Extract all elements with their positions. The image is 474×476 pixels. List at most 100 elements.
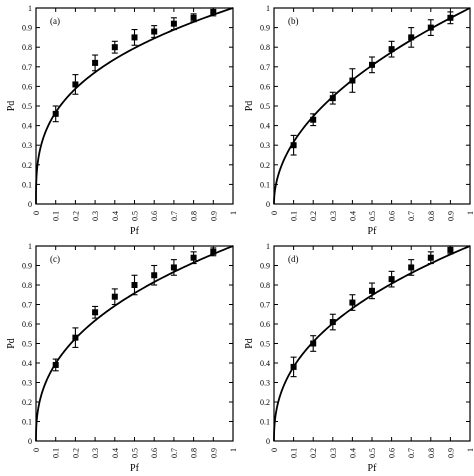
y-tick-label: 1 [28,4,32,13]
y-tick-label: 0.3 [260,141,270,150]
data-point [369,282,375,300]
x-tick-label: 0.4 [348,211,357,221]
y-axis-label: Pd [6,101,17,112]
data-point [447,245,454,255]
point-marker [427,254,434,261]
x-tick-label: 1 [466,211,474,215]
data-point [408,27,415,48]
y-tick-label: 0 [266,200,270,209]
point-marker [369,287,375,294]
x-tick-label: 1 [229,211,238,215]
y-tick-label: 0.8 [260,43,270,52]
point-marker [52,361,59,368]
data-point [427,251,434,265]
point-marker [349,77,356,84]
point-marker [329,319,336,326]
y-axis-label: Pd [6,338,17,349]
point-marker [52,110,59,117]
point-marker [92,309,99,316]
point-marker [388,46,395,53]
data-point [92,54,99,72]
point-marker [408,264,415,271]
x-tick-label: 0.4 [111,448,120,458]
data-point [190,13,197,23]
y-tick-label: 0.4 [22,359,32,368]
x-axis-label: Pf [130,463,140,474]
y-tick-label: 0.9 [22,24,32,33]
y-tick-label: 0.5 [22,102,32,111]
x-tick-label: 0.2 [309,211,318,221]
y-tick-label: 0.9 [22,262,32,271]
y-tick-label: 0.2 [260,398,270,407]
y-axis-label: Pd [244,338,255,349]
point-marker [72,81,79,88]
x-tick-label: 0.7 [170,211,179,221]
point-marker [151,28,158,35]
data-point [72,74,79,95]
x-tick-label: 0.2 [71,211,80,221]
point-marker [408,34,415,41]
x-tick-label: 0.6 [388,448,397,458]
point-marker [131,282,138,288]
x-tick-label: 0.5 [368,448,377,458]
y-tick-label: 0 [28,200,32,209]
data-point [369,56,375,74]
y-tick-label: 0.5 [260,340,270,349]
data-point [111,40,118,54]
data-point [92,305,99,319]
panel-1: 0 0.1 0.2 0.3 0.4 0.5 0.6 0.7 0.8 0.9 1 0 0.1 0.2 0.3 0… [244,4,474,237]
data-point [170,259,177,276]
y-tick-label: 0.1 [22,180,32,189]
data-point [210,7,217,17]
point-marker [290,142,297,149]
x-tick-label: 0.7 [407,211,416,221]
x-axis-label: Pf [368,226,378,237]
point-marker [210,8,217,15]
y-tick-label: 0.3 [22,379,32,388]
x-tick-label: 0.6 [150,211,159,221]
y-tick-label: 0.4 [260,359,270,368]
x-tick-label: 0.2 [309,448,318,458]
y-tick-label: 0.1 [260,418,270,427]
panel-2: 0 0.1 0.2 0.3 0.4 0.5 0.6 0.7 0.8 0.9 1 0 0.1 0.2 0.3 0… [6,242,238,474]
y-tick-label: 0 [266,437,270,446]
point-marker [92,59,99,66]
point-marker [388,276,395,283]
point-marker [329,95,336,102]
point-marker [111,44,118,51]
point-marker [447,14,454,21]
data-point [52,358,59,372]
data-point [151,25,158,38]
point-marker [369,61,375,68]
point-marker [310,340,317,347]
data-point [210,247,217,257]
x-tick-label: 0.5 [368,211,377,221]
x-tick-label: 0 [270,448,279,452]
plot-frame [273,245,471,442]
point-marker [72,334,79,341]
x-tick-label: 0 [32,211,41,215]
x-tick-label: 0.3 [329,211,338,221]
data-point [131,29,138,46]
data-point [310,113,317,127]
y-tick-label: 0 [28,437,32,446]
y-tick-label: 0.2 [22,398,32,407]
x-axis-label: Pf [130,226,140,237]
y-tick-label: 0.7 [260,63,270,72]
x-tick-label: 0.3 [91,211,100,221]
point-marker [427,24,434,31]
point-marker [290,363,297,370]
x-tick-label: 0.9 [446,211,455,221]
panel-label: (d) [288,254,299,264]
y-tick-label: 0.7 [260,301,270,310]
data-point [131,274,138,296]
x-tick-label: 0.6 [388,211,397,221]
x-tick-label: 0.6 [150,448,159,458]
y-tick-label: 1 [28,242,32,251]
x-tick-label: 0.9 [209,211,218,221]
x-tick-label: 0.1 [52,211,61,221]
x-tick-label: 0.9 [209,448,218,458]
x-tick-label: 1 [229,448,238,452]
y-tick-label: 0.8 [22,43,32,52]
x-tick-label: 0.5 [131,211,140,221]
